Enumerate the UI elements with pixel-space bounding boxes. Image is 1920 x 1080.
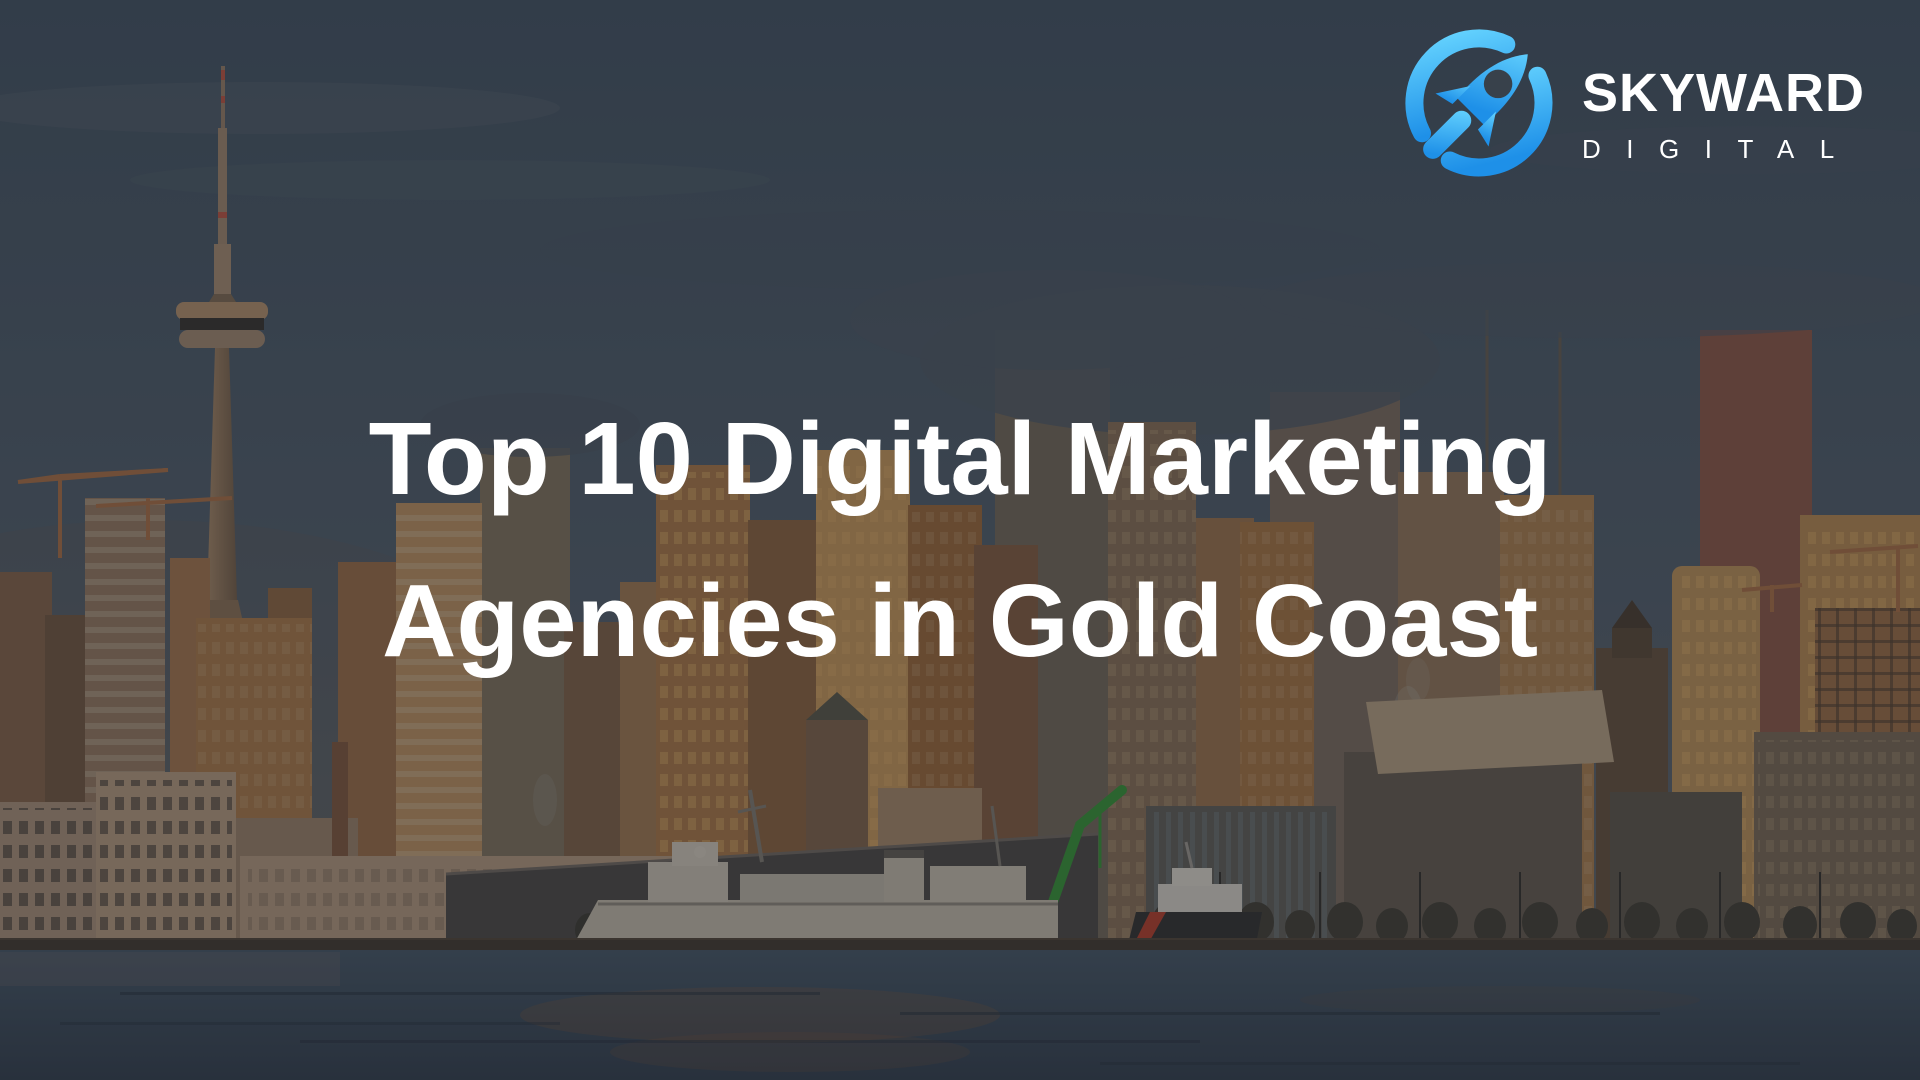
skyward-digital-logo: SKYWARD DIGITAL <box>1404 28 1865 178</box>
naval-ship <box>575 789 1058 942</box>
construction-cranes <box>17 468 1919 612</box>
page-title: Top 10 Digital Marketing Agencies in Gol… <box>0 378 1920 702</box>
green-crane <box>1047 785 1127 910</box>
low-clouds <box>420 262 1920 457</box>
harbor-water <box>0 950 1920 1080</box>
title-line-1: Top 10 Digital Marketing <box>368 401 1552 516</box>
waterfront-buildings <box>0 658 1920 952</box>
coast-guard-boat <box>1128 841 1262 944</box>
rocket-logo-icon <box>1405 29 1553 177</box>
logo-tagline: DIGITAL <box>1582 134 1860 164</box>
title-line-2: Agencies in Gold Coast <box>381 563 1539 678</box>
logo-brand-name: SKYWARD <box>1582 63 1866 123</box>
cn-tower <box>176 66 268 662</box>
